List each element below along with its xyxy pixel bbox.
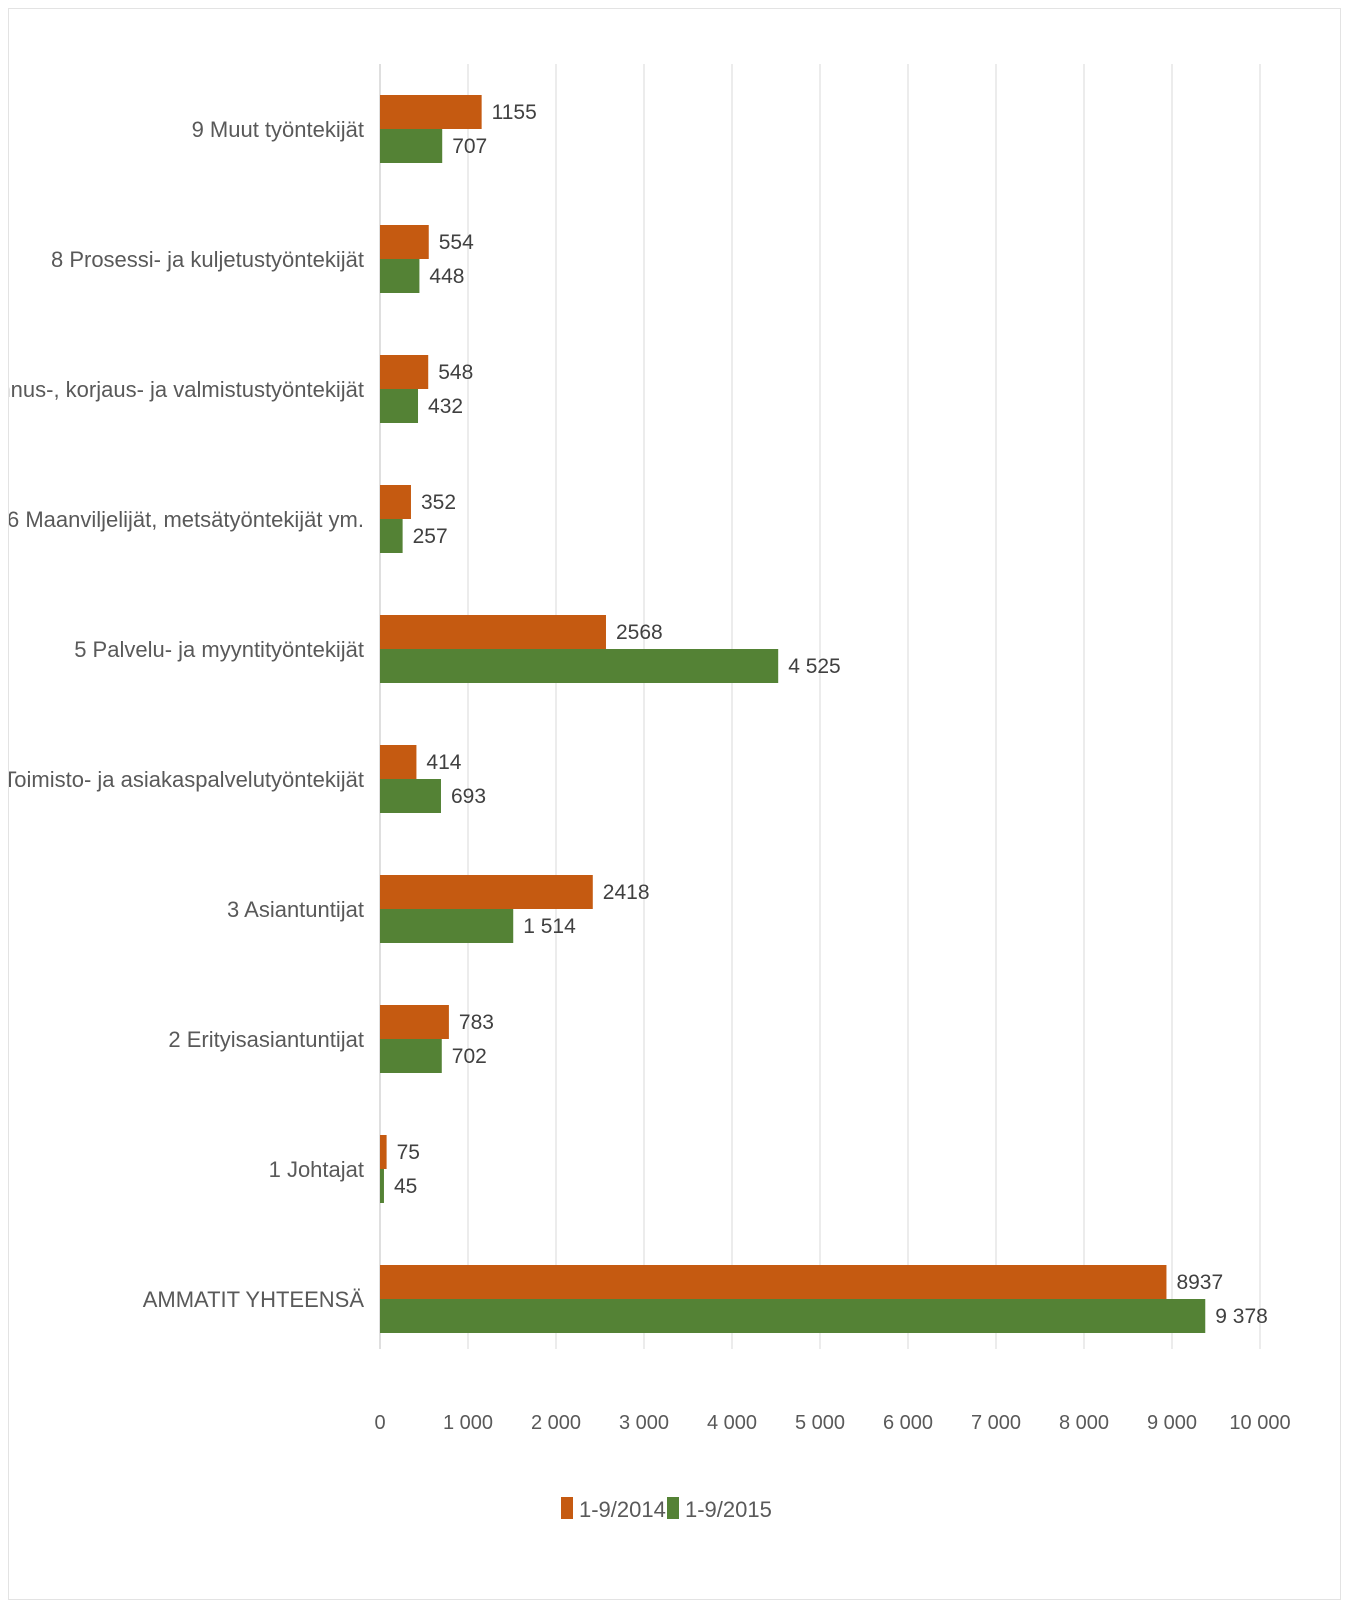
data-label: 4 525 — [788, 655, 841, 678]
chart-frame: 9 Muut työntekijät 8 Prosessi- ja kuljetu… — [8, 8, 1341, 1600]
bar — [380, 649, 779, 683]
data-label: 352 — [421, 491, 456, 514]
bar — [380, 259, 420, 293]
bar — [380, 1265, 1167, 1299]
data-label: 45 — [394, 1175, 417, 1198]
gridlines — [379, 64, 1261, 1349]
data-label: 707 — [452, 135, 487, 158]
category-label: 3 Asiantuntijat — [227, 897, 364, 922]
bar — [380, 485, 411, 519]
category-label: 1 Johtajat — [269, 1157, 364, 1182]
x-tick-label: 9 000 — [1147, 1412, 1197, 1434]
legend-swatch — [667, 1497, 679, 1519]
data-label: 432 — [428, 395, 463, 418]
data-label: 693 — [451, 785, 486, 808]
data-label: 8937 — [1176, 1271, 1223, 1294]
data-label: 1 514 — [523, 915, 576, 938]
data-label: 414 — [426, 751, 461, 774]
data-label: 2568 — [616, 621, 663, 644]
bar — [380, 95, 482, 129]
x-tick-label: 0 — [374, 1412, 385, 1434]
data-label: 75 — [397, 1141, 420, 1164]
bar — [380, 1299, 1206, 1333]
x-tick-label: 4 000 — [707, 1412, 757, 1434]
bar — [380, 129, 443, 163]
bars — [380, 95, 1206, 1333]
bar-chart: 9 Muut työntekijät 8 Prosessi- ja kuljetu… — [9, 64, 1291, 1522]
data-label: 448 — [429, 265, 464, 288]
data-label: 9 378 — [1215, 1305, 1268, 1328]
data-label: 257 — [413, 525, 448, 548]
category-label: 7 Rakennus-, korjaus- ja valmistustyönte… — [9, 377, 364, 402]
bar — [380, 875, 593, 909]
x-tick-label: 2 000 — [531, 1412, 581, 1434]
legend-label: 1-9/2015 — [685, 1497, 772, 1522]
data-label: 1155 — [492, 101, 537, 124]
x-tick-label: 5 000 — [795, 1412, 845, 1434]
legend: 1-9/2014 1-9/2015 — [561, 1497, 772, 1522]
data-label: 2418 — [603, 881, 650, 904]
bar — [380, 1135, 387, 1169]
x-axis-tick-labels: 0 1 000 2 000 3 000 4 000 5 000 6 000 7 000 8 00… — [374, 1412, 1290, 1434]
bar — [380, 745, 417, 779]
x-tick-label: 1 000 — [443, 1412, 493, 1434]
bar — [380, 1039, 442, 1073]
bar — [380, 519, 403, 553]
bar — [380, 1169, 384, 1203]
category-label: AMMATIT YHTEENSÄ — [143, 1287, 365, 1312]
category-label: 5 Palvelu- ja myyntityöntekijät — [74, 637, 364, 662]
legend-swatch — [561, 1497, 573, 1519]
data-label: 702 — [452, 1045, 487, 1068]
data-label: 548 — [438, 361, 473, 384]
x-tick-label: 10 000 — [1229, 1412, 1290, 1434]
x-tick-label: 3 000 — [619, 1412, 669, 1434]
bar — [380, 1005, 449, 1039]
bar — [380, 355, 429, 389]
x-tick-label: 6 000 — [883, 1412, 933, 1434]
x-tick-label: 8 000 — [1059, 1412, 1109, 1434]
data-label: 783 — [459, 1011, 494, 1034]
bar — [380, 615, 606, 649]
category-label: 6 Maanviljelijät, metsätyöntekijät ym. — [9, 507, 364, 532]
category-label: 8 Prosessi- ja kuljetustyöntekijät — [51, 247, 364, 272]
bar — [380, 909, 514, 943]
category-label: 9 Muut työntekijät — [192, 117, 364, 142]
category-label: 4 Toimisto- ja asiakaspalvelutyöntekijät — [9, 767, 364, 792]
category-labels: 9 Muut työntekijät 8 Prosessi- ja kuljetu… — [9, 117, 364, 1312]
bar — [380, 225, 429, 259]
x-tick-label: 7 000 — [971, 1412, 1021, 1434]
category-label: 2 Erityisasiantuntijat — [168, 1027, 364, 1052]
data-label: 554 — [439, 231, 474, 254]
legend-label: 1-9/2014 — [579, 1497, 666, 1522]
bar — [380, 389, 419, 423]
bar — [380, 779, 441, 813]
